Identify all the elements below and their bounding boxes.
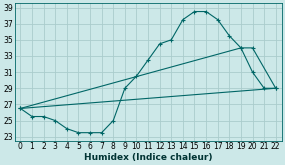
- X-axis label: Humidex (Indice chaleur): Humidex (Indice chaleur): [84, 152, 212, 162]
